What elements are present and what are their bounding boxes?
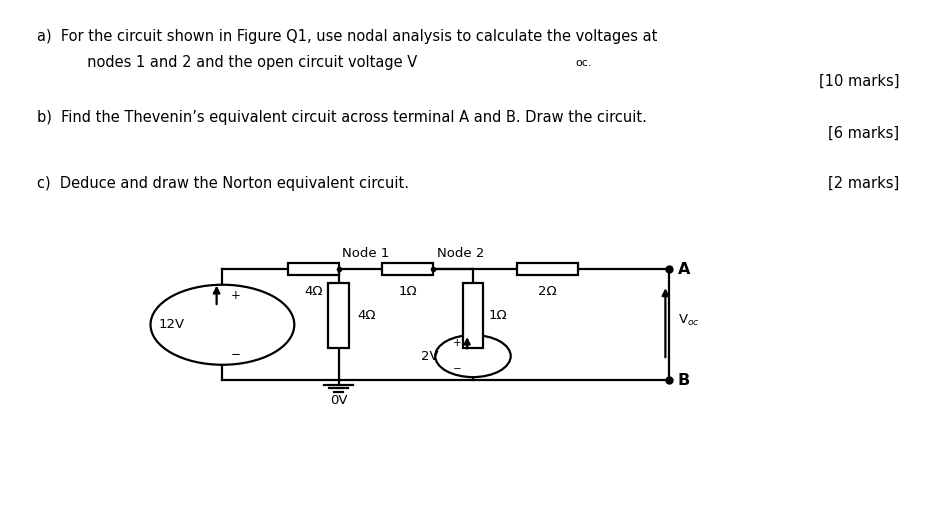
Text: a)  For the circuit shown in Figure Q1, use nodal analysis to calculate the volt: a) For the circuit shown in Figure Q1, u… [37,29,657,44]
Text: 4Ω: 4Ω [358,309,375,322]
Text: nodes 1 and 2 and the open circuit voltage V: nodes 1 and 2 and the open circuit volta… [64,55,417,70]
Text: [6 marks]: [6 marks] [827,126,899,141]
Text: 1Ω: 1Ω [489,309,507,322]
Text: oc.: oc. [575,58,592,68]
Text: B: B [677,373,689,388]
Circle shape [151,285,294,365]
Bar [329,284,348,348]
Text: 2Ω: 2Ω [537,286,556,298]
Text: −: − [452,364,461,374]
Text: V$_{oc}$: V$_{oc}$ [678,313,699,328]
Bar [287,263,338,275]
Text: +: + [231,289,241,302]
Text: 1Ω: 1Ω [398,286,417,298]
Text: 12V: 12V [158,318,184,331]
Text: Node 2: Node 2 [436,247,484,260]
Circle shape [434,335,510,377]
Text: Node 1: Node 1 [342,247,389,260]
Text: −: − [231,348,241,361]
Text: 4Ω: 4Ω [303,286,322,298]
Text: A: A [677,261,690,277]
Bar [462,284,483,348]
Text: +: + [452,338,461,348]
Text: [10 marks]: [10 marks] [818,74,899,89]
Text: c)  Deduce and draw the Norton equivalent circuit.: c) Deduce and draw the Norton equivalent… [37,176,409,191]
Bar [516,263,578,275]
Text: 0V: 0V [329,394,347,407]
Text: b)  Find the Thevenin’s equivalent circuit across terminal A and B. Draw the cir: b) Find the Thevenin’s equivalent circui… [37,110,647,125]
Text: [2 marks]: [2 marks] [827,176,899,191]
Text: 2V: 2V [420,350,438,363]
Bar [382,263,432,275]
